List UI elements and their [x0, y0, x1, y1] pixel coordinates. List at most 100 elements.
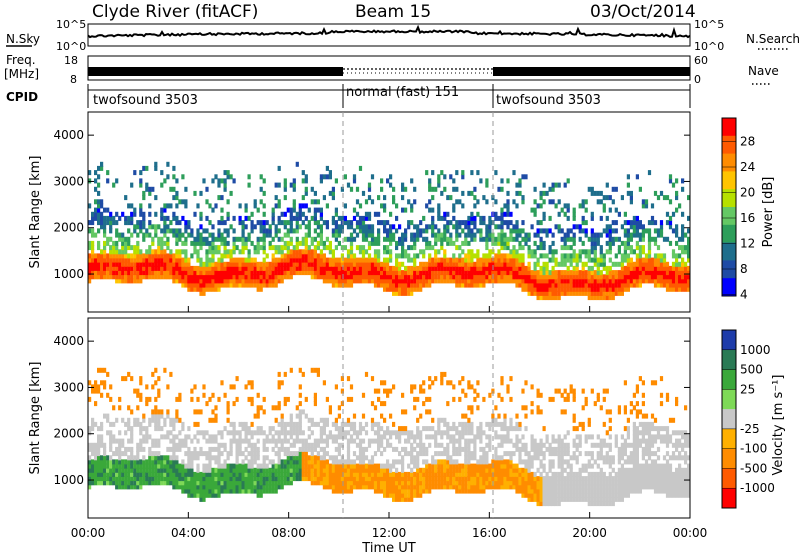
velocity-cell-1995	[515, 467, 519, 473]
power-cell-1044	[310, 240, 314, 246]
power-cell-1350	[377, 257, 381, 263]
power-cell-1349	[377, 261, 381, 267]
power-cell-1543	[416, 228, 420, 234]
velocity-cell-141	[118, 467, 122, 473]
power-cell-353	[163, 257, 167, 263]
power-cell-2599	[635, 174, 639, 180]
velocity-cell-1813	[473, 434, 477, 440]
velocity-cell-1514	[413, 405, 417, 411]
velocity-cell-1924	[500, 476, 504, 482]
velocity-cell-1367	[383, 476, 387, 482]
power-cell-1096	[322, 274, 326, 280]
velocity-cell-1902	[494, 451, 498, 457]
power-cell-1465	[401, 261, 405, 267]
velocity-cell-2069	[530, 442, 534, 448]
power-cell-436	[178, 199, 182, 205]
power-cell-408	[175, 270, 179, 276]
power-cell-157	[121, 274, 125, 280]
power-cell-129	[112, 182, 116, 188]
power-cell-2559	[629, 270, 633, 276]
power-cell-681	[232, 278, 236, 284]
velocity-cell-401	[172, 438, 176, 444]
power-cell-1222	[349, 257, 354, 263]
velocity-cell-720	[244, 484, 248, 490]
power-cell-1169	[337, 261, 341, 267]
power-cell-1981	[509, 253, 513, 259]
power-cell-530	[199, 190, 203, 196]
velocity-cell-2110	[539, 471, 543, 477]
power-cell-2453	[605, 182, 609, 188]
power-cell-993	[298, 203, 302, 209]
velocity-cell-421	[178, 484, 182, 490]
velocity-cell-868	[274, 438, 278, 444]
power-cell-2491	[614, 270, 618, 276]
power-cell-2183	[551, 257, 555, 263]
power-cell-731	[244, 278, 248, 284]
velocity-cell-1357	[380, 438, 384, 444]
velocity-cell-757	[250, 455, 254, 461]
velocity-cell-1741	[461, 430, 465, 436]
velocity-cell-2008	[518, 471, 522, 477]
velocity-cell-2068	[530, 446, 534, 452]
power-cell-2473	[611, 290, 615, 296]
velocity-cell-1154	[334, 421, 338, 427]
velocity-cell-519	[199, 471, 203, 477]
power-cell-2173	[548, 199, 552, 205]
power-cell-973	[295, 245, 299, 251]
power-cell-898	[280, 265, 284, 271]
velocity-cell-1852	[482, 459, 486, 465]
power-cell-2222	[560, 270, 564, 276]
velocity-cell-600	[217, 476, 221, 482]
velocity-cell-322	[154, 380, 158, 386]
power-cell-2178	[551, 282, 555, 288]
power-cell-1125	[328, 257, 332, 263]
power-cell-897	[280, 270, 284, 276]
velocity-cell-5	[88, 463, 92, 469]
velocity-cell-165	[124, 480, 128, 486]
power-cell-114	[109, 224, 113, 230]
power-cell-2363	[590, 274, 594, 280]
velocity-cell-200	[130, 446, 134, 452]
power-cell-1511	[410, 245, 414, 251]
power-cell-1761	[464, 253, 468, 259]
power-cell-1226	[349, 240, 354, 246]
power-cell-535	[202, 274, 206, 280]
power-cell-905	[280, 220, 284, 226]
power-cell-1358	[377, 211, 381, 217]
power-cell-498	[193, 211, 197, 217]
power-cell-369	[166, 257, 170, 263]
velocity-cell-678	[235, 484, 239, 490]
velocity-cell-263	[142, 413, 146, 419]
power-cell-8	[88, 240, 92, 246]
power-cell-903	[280, 245, 284, 251]
power-cell-1526	[413, 253, 417, 259]
power-cell-52	[97, 215, 101, 221]
power-cell-251	[139, 203, 143, 209]
velocity-cell-1765	[467, 488, 471, 494]
power-cell-377	[166, 203, 170, 209]
power-cell-346	[160, 207, 164, 213]
velocity-cell-1030	[307, 434, 311, 440]
power-cell-1976	[509, 274, 513, 280]
power-cell-531	[202, 290, 206, 296]
power-cell-2019	[518, 282, 522, 288]
power-cell-2711	[662, 195, 667, 201]
power-cell-2644	[647, 257, 652, 263]
power-cell-2549	[626, 236, 630, 242]
power-cell-988	[298, 240, 302, 246]
velocity-cell-1882	[488, 392, 492, 398]
freq-panel: Freq. [MHz] 18 8 60 0 Nave	[4, 53, 779, 86]
velocity-cell-614	[220, 476, 224, 482]
velocity-cell-1081	[319, 455, 323, 461]
power-cell-1213	[346, 224, 351, 230]
power-cell-2636	[644, 228, 649, 234]
power-cell-760	[250, 274, 254, 280]
power-cell-1980	[509, 257, 513, 263]
power-cell-987	[298, 249, 302, 255]
power-cell-1033	[307, 228, 311, 234]
velocity-cell-159	[121, 451, 125, 457]
velocity-cell-1917	[497, 442, 501, 448]
power-cell-821	[262, 232, 266, 238]
velocity-cell-2125	[542, 476, 546, 482]
